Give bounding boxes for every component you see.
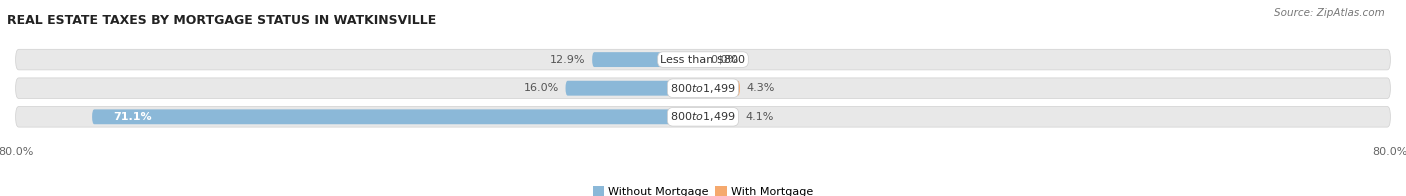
Text: 4.3%: 4.3% (747, 83, 775, 93)
FancyBboxPatch shape (93, 109, 703, 124)
Legend: Without Mortgage, With Mortgage: Without Mortgage, With Mortgage (588, 182, 818, 196)
FancyBboxPatch shape (15, 78, 1391, 99)
FancyBboxPatch shape (15, 49, 1391, 70)
Text: 12.9%: 12.9% (550, 55, 585, 65)
Text: $800 to $1,499: $800 to $1,499 (671, 110, 735, 123)
Text: REAL ESTATE TAXES BY MORTGAGE STATUS IN WATKINSVILLE: REAL ESTATE TAXES BY MORTGAGE STATUS IN … (7, 14, 436, 27)
Text: 16.0%: 16.0% (523, 83, 558, 93)
FancyBboxPatch shape (703, 81, 740, 96)
FancyBboxPatch shape (592, 52, 703, 67)
Text: $800 to $1,499: $800 to $1,499 (671, 82, 735, 95)
Text: 4.1%: 4.1% (745, 112, 773, 122)
FancyBboxPatch shape (565, 81, 703, 96)
Text: 0.0%: 0.0% (710, 55, 738, 65)
Text: Source: ZipAtlas.com: Source: ZipAtlas.com (1274, 8, 1385, 18)
Text: Less than $800: Less than $800 (661, 55, 745, 65)
FancyBboxPatch shape (703, 109, 738, 124)
FancyBboxPatch shape (15, 106, 1391, 127)
Text: 71.1%: 71.1% (114, 112, 152, 122)
